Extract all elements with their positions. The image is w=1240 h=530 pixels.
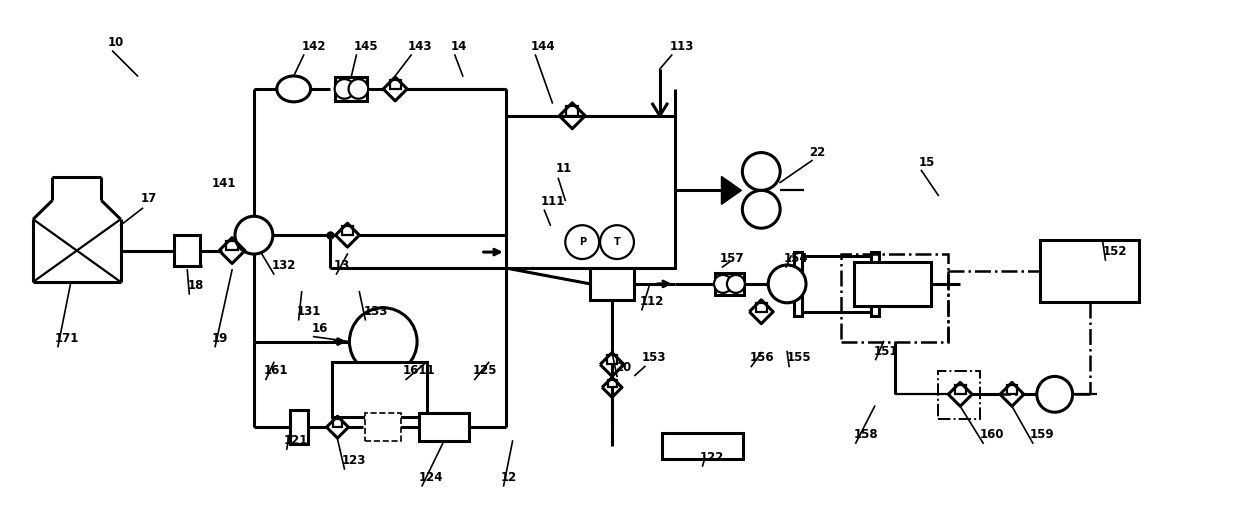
Text: 19: 19 (212, 332, 228, 344)
Text: 1611: 1611 (403, 365, 435, 377)
Circle shape (381, 418, 399, 436)
Text: 15: 15 (919, 155, 935, 169)
Bar (506, 116, 675, 268)
Circle shape (743, 190, 780, 228)
Text: 124: 124 (419, 471, 444, 484)
Text: 132: 132 (272, 259, 296, 272)
Bar (389, 80, 401, 89)
Text: 12: 12 (501, 471, 517, 484)
Bar (854, 262, 931, 306)
Text: 171: 171 (55, 332, 79, 344)
Circle shape (350, 308, 417, 375)
Ellipse shape (277, 76, 311, 102)
Bar (332, 419, 342, 427)
Text: 13: 13 (334, 259, 350, 272)
Text: 20: 20 (615, 361, 631, 374)
Bar (606, 355, 618, 364)
Text: 141: 141 (212, 178, 237, 190)
Text: 122: 122 (699, 451, 724, 464)
Bar (955, 385, 966, 394)
Text: 153: 153 (642, 351, 666, 365)
Bar (870, 252, 879, 316)
Bar (1007, 385, 1017, 394)
Bar (567, 106, 578, 116)
Circle shape (600, 225, 634, 259)
Text: 155: 155 (787, 351, 812, 365)
Bar (794, 252, 802, 316)
Circle shape (565, 225, 599, 259)
Bar (290, 410, 308, 444)
Bar (608, 379, 616, 387)
Text: 113: 113 (670, 40, 694, 53)
Bar (799, 256, 870, 312)
Bar (1040, 240, 1140, 302)
Circle shape (743, 153, 780, 190)
Text: 16: 16 (311, 322, 329, 334)
Bar (331, 363, 427, 417)
Bar (419, 413, 469, 441)
Text: 22: 22 (808, 146, 826, 158)
Text: 10: 10 (108, 36, 124, 49)
Text: 160: 160 (980, 428, 1004, 441)
Bar (366, 413, 402, 441)
Text: 144: 144 (531, 40, 556, 53)
Bar (590, 268, 634, 300)
Bar (662, 433, 743, 459)
Bar (368, 416, 398, 438)
Circle shape (727, 275, 745, 293)
Text: 17: 17 (140, 192, 156, 205)
Circle shape (368, 418, 386, 436)
Text: 158: 158 (854, 428, 878, 441)
Text: 143: 143 (408, 40, 433, 53)
Bar (841, 254, 949, 342)
Text: 14: 14 (451, 40, 467, 53)
Text: 142: 142 (301, 40, 326, 53)
Circle shape (1037, 376, 1073, 412)
Circle shape (348, 79, 368, 99)
Bar (342, 226, 353, 235)
Text: 156: 156 (749, 351, 774, 365)
Text: 151: 151 (874, 344, 898, 358)
Text: T: T (614, 237, 620, 247)
Bar (336, 77, 367, 101)
Text: 125: 125 (472, 365, 497, 377)
Text: 152: 152 (1102, 245, 1127, 258)
Text: 159: 159 (1030, 428, 1054, 441)
Circle shape (714, 275, 732, 293)
Bar (226, 241, 238, 250)
Polygon shape (722, 176, 742, 205)
Text: 133: 133 (363, 305, 388, 317)
Text: 18: 18 (187, 279, 203, 292)
Text: 11: 11 (556, 163, 572, 175)
Text: 131: 131 (296, 305, 321, 317)
Text: 123: 123 (341, 454, 366, 467)
Circle shape (236, 216, 273, 254)
Text: 111: 111 (541, 195, 564, 208)
Text: 145: 145 (353, 40, 378, 53)
Text: P: P (579, 237, 585, 247)
Bar (714, 273, 744, 295)
Text: 121: 121 (284, 434, 309, 447)
Bar (175, 235, 200, 267)
Circle shape (335, 79, 355, 99)
Circle shape (769, 265, 806, 303)
Bar (939, 372, 980, 419)
Text: 112: 112 (640, 295, 665, 308)
Text: 157: 157 (719, 252, 744, 265)
Text: 154: 154 (784, 252, 808, 265)
Bar (756, 303, 766, 312)
Text: 161: 161 (264, 365, 289, 377)
